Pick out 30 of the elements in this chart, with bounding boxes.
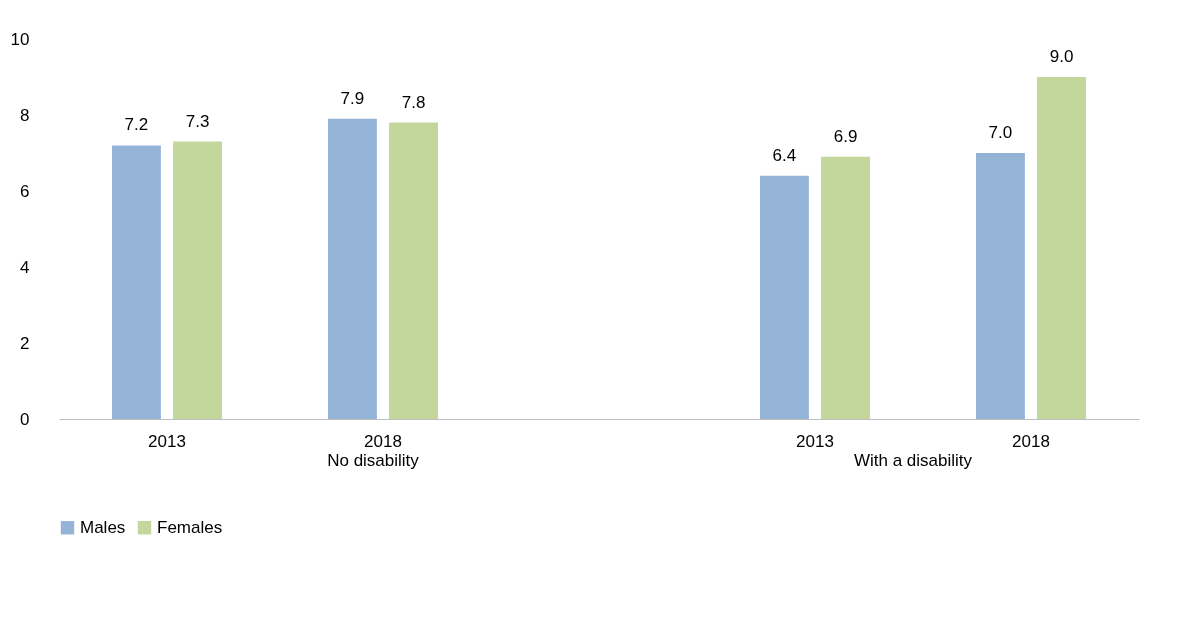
bar: [111, 145, 161, 419]
bar: [327, 118, 377, 419]
y-tick-label: 10: [10, 29, 30, 49]
bar: [975, 153, 1025, 419]
bar: [389, 122, 439, 419]
legend-label: Males: [80, 517, 126, 537]
bar: [821, 156, 871, 419]
data-label: 9.0: [1049, 47, 1074, 66]
data-label: 7.0: [988, 123, 1013, 142]
x-tick-label: 2018: [364, 431, 402, 451]
bar: [759, 175, 809, 419]
bar: [1037, 77, 1087, 419]
x-tick-label: 2018: [1012, 431, 1050, 451]
text: No disability: [327, 451, 419, 471]
legend-label: Females: [157, 517, 223, 537]
bar: [173, 141, 223, 419]
data-label: 7.9: [340, 88, 365, 108]
data-label: 7.8: [401, 92, 426, 112]
x-tick-label: 2013: [148, 431, 186, 451]
y-tick-label: 0: [20, 409, 30, 429]
y-tick-label: 2: [20, 333, 30, 353]
text: With a disability: [853, 451, 973, 471]
data-label: 6.4: [772, 145, 797, 165]
data-label: 6.9: [833, 126, 858, 146]
y-tick-label: 8: [20, 105, 30, 125]
data-label: 7.3: [185, 111, 210, 131]
y-tick-label: 6: [20, 181, 30, 201]
data-label: 7.2: [124, 115, 149, 135]
x-tick-label: 2013: [796, 431, 834, 451]
y-tick-label: 4: [20, 257, 30, 277]
